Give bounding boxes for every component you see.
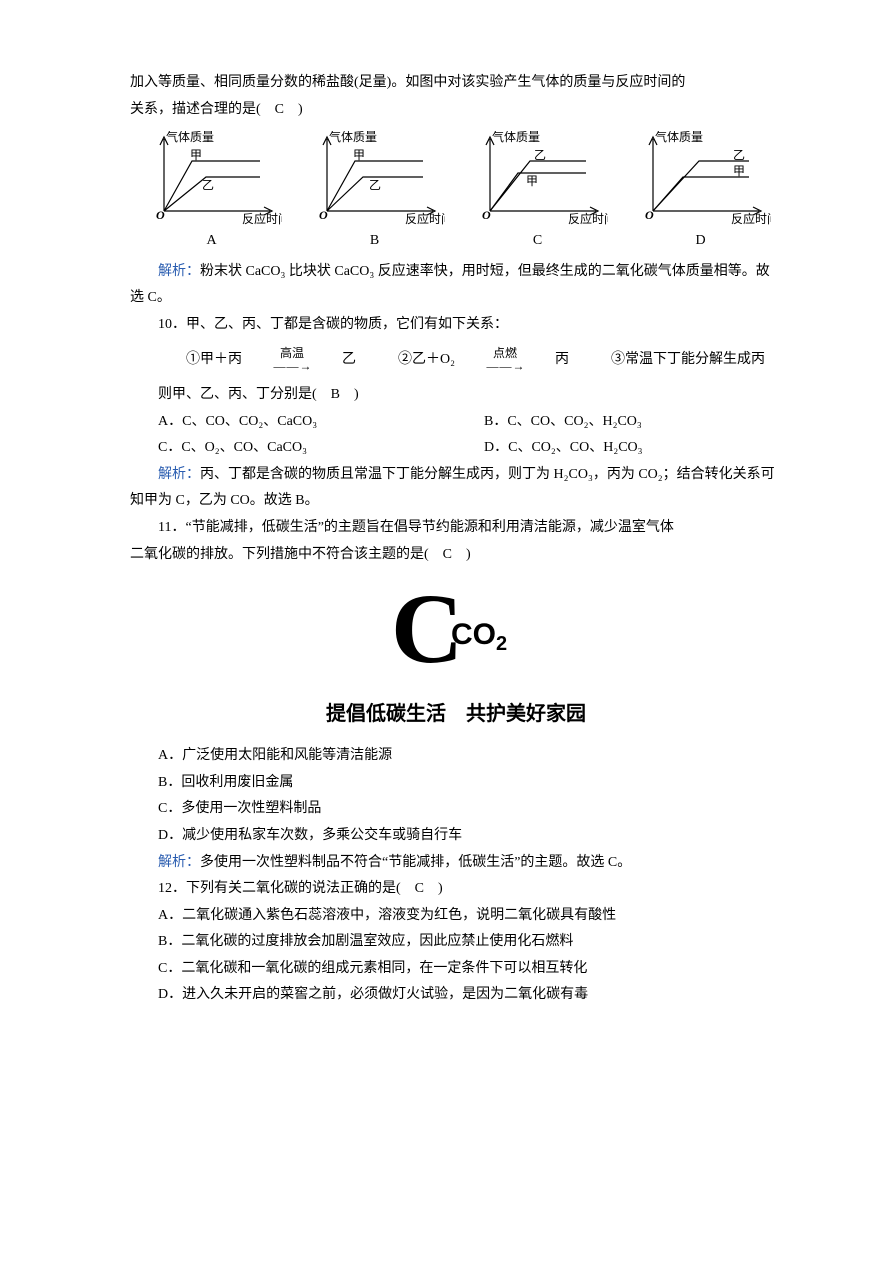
- chart-B-svg: 气体质量 反应时间 O 甲 乙: [305, 131, 445, 226]
- y-axis-label: 气体质量: [655, 131, 703, 144]
- q10-ask: 则甲、乙、丙、丁分别是( B ): [130, 382, 782, 409]
- series-lower: 乙: [202, 178, 214, 192]
- analysis-text: 粉末状 CaCO₃ 比块状 CaCO₃ 反应速率快，用时短，但最终生成的二氧化碳…: [130, 264, 770, 306]
- series-lower: 乙: [369, 178, 381, 192]
- q11-stem2: 二氧化碳的排放。下列措施中不符合该主题的是( C ): [130, 542, 782, 569]
- co2-logo: C CO2: [130, 582, 782, 687]
- chart-label-A: A: [137, 228, 287, 255]
- chart-D: 气体质量 反应时间 O 乙 甲: [626, 131, 776, 226]
- chart-label-B: B: [300, 228, 450, 255]
- q10-opts-row1: A．C、CO、CO₂、CaCO₃ B．C、CO、CO₂、H₂CO₃: [130, 409, 782, 436]
- r1-left: ①甲＋丙: [158, 345, 242, 376]
- q10-stem: 10．甲、乙、丙、丁都是含碳的物质，它们有如下关系：: [130, 312, 782, 339]
- q11-opt-C: C．多使用一次性塑料制品: [130, 796, 782, 823]
- q12-opt-D: D．进入久未开启的菜窖之前，必须做灯火试验，是因为二氧化碳有毒: [130, 982, 782, 1009]
- chart-B: 气体质量 反应时间 O 甲 乙: [300, 131, 450, 226]
- r1-right: 乙: [314, 345, 356, 376]
- origin-label: O: [482, 208, 491, 222]
- q10-opt-B: B．C、CO、CO₂、H₂CO₃: [456, 409, 782, 436]
- q12-opt-A: A．二氧化碳通入紫色石蕊溶液中，溶液变为红色，说明二氧化碳具有酸性: [130, 903, 782, 930]
- x-axis-label: 反应时间: [242, 211, 282, 226]
- chart-option-labels: A B C D: [130, 228, 782, 255]
- origin-label: O: [319, 208, 328, 222]
- dash-arrow: ― ― →: [459, 360, 524, 373]
- y-axis-label: 气体质量: [329, 131, 377, 144]
- logo-sub: CO2: [451, 618, 507, 655]
- q9-analysis: 解析：粉末状 CaCO₃ 比块状 CaCO₃ 反应速率快，用时短，但最终生成的二…: [130, 259, 782, 312]
- series-upper: 乙: [733, 148, 745, 162]
- q12-opt-B: B．二氧化碳的过度排放会加剧温室效应，因此应禁止使用化石燃料: [130, 929, 782, 956]
- chart-D-svg: 气体质量 反应时间 O 乙 甲: [631, 131, 771, 226]
- dash-arrow: ― ― →: [246, 360, 311, 373]
- chart-label-C: C: [463, 228, 613, 255]
- series-lower: 甲: [526, 174, 538, 188]
- analysis-text: 多使用一次性塑料制品不符合“节能减排，低碳生活”的主题。故选 C。: [200, 855, 631, 870]
- q9-stem-line1: 加入等质量、相同质量分数的稀盐酸(足量)。如图中对该实验产生气体的质量与反应时间…: [130, 70, 782, 97]
- analysis-label: 解析：: [158, 264, 200, 279]
- document-page: 加入等质量、相同质量分数的稀盐酸(足量)。如图中对该实验产生气体的质量与反应时间…: [0, 0, 892, 1049]
- series-lower: 甲: [733, 164, 745, 178]
- origin-label: O: [645, 208, 654, 222]
- series-upper: 乙: [534, 148, 546, 162]
- x-axis-label: 反应时间: [568, 211, 608, 226]
- y-axis-label: 气体质量: [492, 131, 540, 144]
- q12-opt-C: C．二氧化碳和一氧化碳的组成元素相同，在一定条件下可以相互转化: [130, 956, 782, 983]
- r1-arrow: 高温 ― ― →: [246, 347, 311, 372]
- y-axis-label: 气体质量: [166, 131, 214, 144]
- chart-A: 气体质量 反应时间 O 甲 乙: [137, 131, 287, 226]
- q11-opt-B: B．回收利用废旧金属: [130, 770, 782, 797]
- chart-label-D: D: [626, 228, 776, 255]
- analysis-text: 丙、丁都是含碳的物质且常温下丁能分解生成丙，则丁为 H₂CO₃，丙为 CO₂；结…: [130, 467, 775, 509]
- origin-label: O: [156, 208, 165, 222]
- q11-opt-D: D．减少使用私家车次数，多乘公交车或骑自行车: [130, 823, 782, 850]
- q10-opt-D: D．C、CO₂、CO、H₂CO₃: [456, 435, 782, 462]
- r2-arrow: 点燃 ― ― →: [459, 347, 524, 372]
- x-axis-label: 反应时间: [405, 211, 445, 226]
- chart-C-svg: 气体质量 反应时间 O 乙 甲: [468, 131, 608, 226]
- q11-analysis: 解析：多使用一次性塑料制品不符合“节能减排，低碳生活”的主题。故选 C。: [130, 850, 782, 877]
- q10-opts-row2: C．C、O₂、CO、CaCO₃ D．C、CO₂、CO、H₂CO₃: [130, 435, 782, 462]
- analysis-label: 解析：: [158, 855, 200, 870]
- q11-stem1: 11．“节能减排，低碳生活”的主题旨在倡导节约能源和利用清洁能源，减少温室气体: [130, 515, 782, 542]
- chart-C: 气体质量 反应时间 O 乙 甲: [463, 131, 613, 226]
- q10-analysis: 解析：丙、丁都是含碳的物质且常温下丁能分解生成丙，则丁为 H₂CO₃，丙为 CO…: [130, 462, 782, 515]
- q11-opt-A: A．广泛使用太阳能和风能等清洁能源: [130, 743, 782, 770]
- slogan-text: 提倡低碳生活 共护美好家园: [130, 695, 782, 733]
- chart-A-svg: 气体质量 反应时间 O 甲 乙: [142, 131, 282, 226]
- r2-left: ②乙＋O₂: [370, 345, 455, 376]
- r3: ③常温下丁能分解生成丙: [583, 345, 765, 376]
- series-upper: 甲: [190, 148, 202, 162]
- series-upper: 甲: [353, 148, 365, 162]
- q10-opt-A: A．C、CO、CO₂、CaCO₃: [130, 409, 456, 436]
- q9-stem-line2: 关系，描述合理的是( C ): [130, 97, 782, 124]
- q10-opt-C: C．C、O₂、CO、CaCO₃: [130, 435, 456, 462]
- x-axis-label: 反应时间: [731, 211, 771, 226]
- q9-charts-row: 气体质量 反应时间 O 甲 乙 气体质量 反应时间 O 甲 乙: [130, 131, 782, 226]
- q10-reactions: ①甲＋丙 高温 ― ― → 乙 ②乙＋O₂ 点燃 ― ― → 丙 ③常温下丁能分…: [130, 345, 782, 376]
- r2-right: 丙: [527, 345, 569, 376]
- q12-stem: 12．下列有关二氧化碳的说法正确的是( C ): [130, 876, 782, 903]
- analysis-label: 解析：: [158, 467, 200, 482]
- co2-logo-svg: C CO2: [381, 582, 531, 687]
